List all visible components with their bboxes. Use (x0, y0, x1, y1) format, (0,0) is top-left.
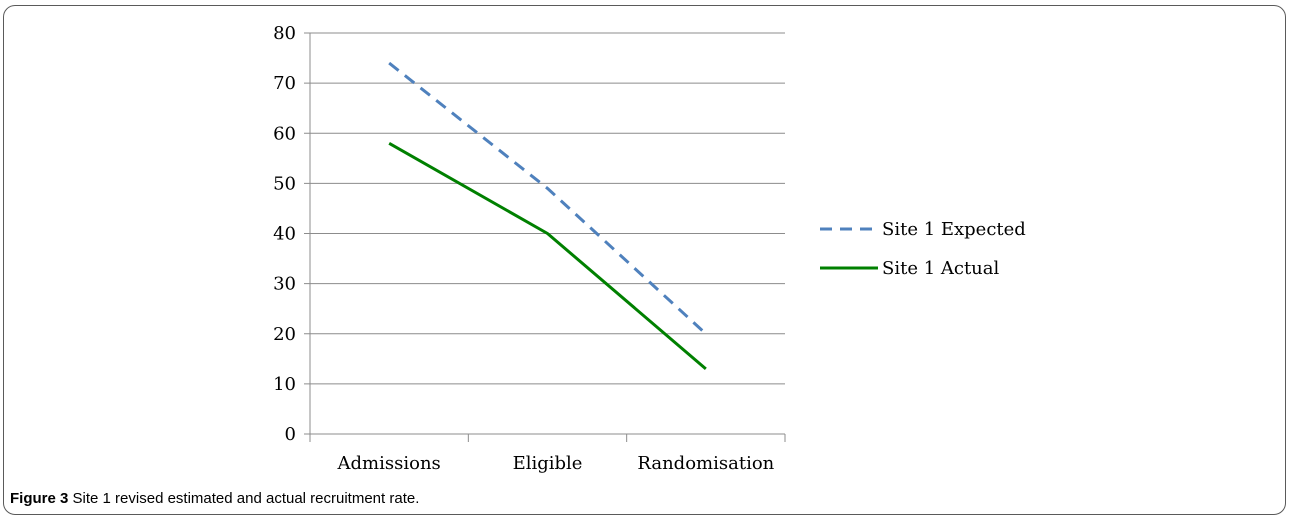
figure-caption: Figure 3 Site 1 revised estimated and ac… (10, 490, 419, 507)
caption-text: Site 1 revised estimated and actual recr… (72, 490, 420, 507)
series-lines (388, 61, 707, 370)
caption-label: Figure 3 (10, 490, 69, 507)
legend-label-0: Site 1 Expected (882, 219, 1026, 240)
y-tick-labels: 0 10 20 30 40 50 60 70 80 (273, 23, 296, 445)
y-tick-label-80: 80 (273, 23, 296, 44)
series-line-1 (388, 141, 707, 370)
gridlines (310, 32, 785, 385)
x-tick-label-admissions: Admissions (337, 453, 441, 474)
y-tick-label-60: 60 (273, 123, 296, 144)
y-tick-label-0: 0 (285, 424, 296, 445)
line-chart: 0 10 20 30 40 50 60 70 80 Admissions Eligible Rand… (273, 23, 1026, 474)
x-tick-labels: Admissions Eligible Randomisation (337, 453, 775, 474)
y-tick-label-70: 70 (273, 73, 296, 94)
figure-frame (3, 5, 1286, 515)
y-tick-label-40: 40 (273, 224, 296, 245)
y-tick-label-30: 30 (273, 274, 296, 295)
y-tick-label-50: 50 (273, 173, 296, 194)
legend: Site 1 Expected Site 1 Actual (820, 219, 1026, 279)
x-tick-label-randomisation: Randomisation (637, 453, 774, 474)
series-line-0 (388, 61, 707, 335)
x-tick-label-eligible: Eligible (513, 453, 583, 474)
axes (304, 32, 786, 442)
y-tick-label-20: 20 (273, 324, 296, 345)
legend-label-1: Site 1 Actual (882, 258, 1000, 279)
y-tick-label-10: 10 (273, 374, 296, 395)
